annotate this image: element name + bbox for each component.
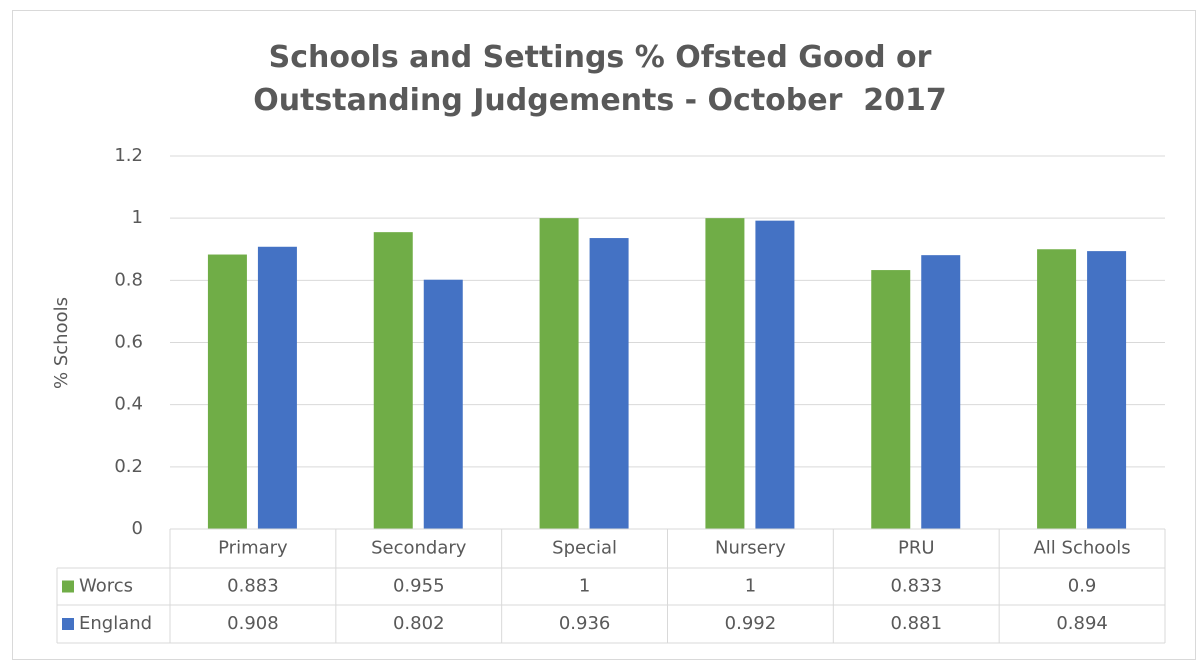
x-tick-label: PRU bbox=[898, 538, 935, 559]
y-tick-label: 0.6 bbox=[114, 332, 143, 353]
y-tick-label: 0.4 bbox=[114, 394, 143, 415]
legend-label: England bbox=[79, 613, 152, 634]
bar bbox=[207, 254, 247, 529]
table-value: 0.802 bbox=[393, 613, 445, 634]
table-value: 0.833 bbox=[890, 576, 942, 597]
table-value: 0.881 bbox=[890, 613, 942, 634]
bar bbox=[423, 279, 463, 529]
bar bbox=[257, 246, 297, 529]
table-value: 0.936 bbox=[559, 613, 611, 634]
table-value: 0.894 bbox=[1056, 613, 1108, 634]
bar bbox=[921, 255, 961, 530]
x-tick-label: All Schools bbox=[1033, 538, 1130, 559]
legend-swatch bbox=[62, 618, 74, 630]
table-value: 0.908 bbox=[227, 613, 279, 634]
y-tick-label: 0.2 bbox=[114, 456, 143, 477]
legend-label: Worcs bbox=[79, 576, 133, 597]
y-tick-label: 0.8 bbox=[114, 269, 143, 290]
table-value: 0.883 bbox=[227, 576, 279, 597]
table-value: 0.955 bbox=[393, 576, 445, 597]
x-tick-label: Nursery bbox=[715, 538, 786, 559]
bar bbox=[589, 238, 629, 529]
legend-swatch bbox=[62, 580, 74, 593]
bar bbox=[871, 270, 911, 529]
x-tick-label: Special bbox=[552, 538, 617, 559]
y-axis-label: % Schools bbox=[51, 297, 72, 389]
bar bbox=[373, 232, 413, 529]
table-value: 1 bbox=[745, 576, 756, 597]
y-tick-label: 1 bbox=[132, 207, 143, 228]
bar bbox=[755, 220, 795, 530]
bar bbox=[1037, 249, 1077, 529]
table-value: 1 bbox=[579, 576, 590, 597]
bar bbox=[539, 218, 579, 529]
x-tick-label: Secondary bbox=[371, 538, 467, 559]
table-value: 0.992 bbox=[725, 613, 777, 634]
y-tick-label: 1.2 bbox=[114, 145, 143, 166]
y-tick-label: 0 bbox=[132, 518, 143, 539]
x-tick-label: Primary bbox=[218, 538, 288, 559]
chart-title: Schools and Settings % Ofsted Good or Ou… bbox=[253, 40, 947, 118]
bar bbox=[1087, 251, 1127, 530]
bar bbox=[705, 218, 745, 529]
table-value: 0.9 bbox=[1068, 576, 1097, 597]
